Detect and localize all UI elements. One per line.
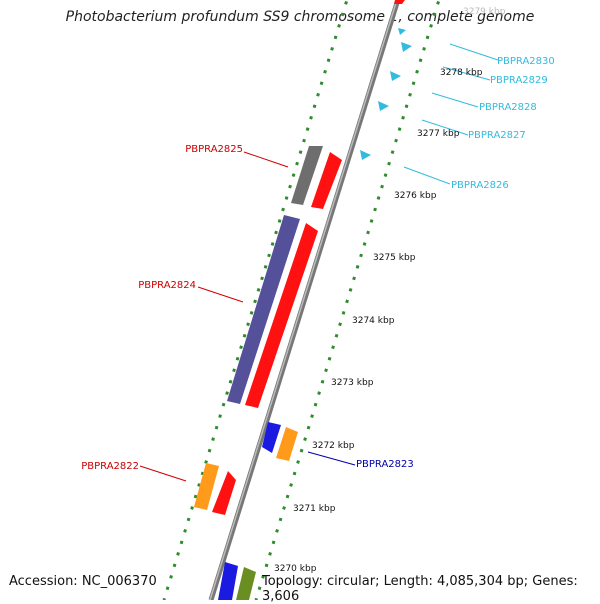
tick-label: 3278 kbp	[440, 68, 483, 78]
gene-label[interactable]: PBPRA2825	[185, 144, 243, 155]
cds-blue-bottom[interactable]	[218, 562, 238, 600]
gene-label[interactable]: PBPRA2823	[356, 459, 414, 470]
cyan-arrow-2828[interactable]	[378, 101, 389, 111]
cds-olive-bottom[interactable]	[236, 567, 256, 600]
cds-purple-2824[interactable]	[227, 215, 300, 404]
tick-label: 3277 kbp	[417, 129, 460, 139]
leader-lines	[139, 43, 499, 482]
gene-label[interactable]: PBPRA2827	[468, 130, 526, 141]
backbone	[208, 0, 401, 600]
cyan-arrow-2830[interactable]	[401, 42, 412, 52]
cyan-arrow-2826[interactable]	[360, 150, 371, 160]
tick-label: 3271 kbp	[293, 504, 336, 514]
tick-label: 3274 kbp	[352, 316, 395, 326]
gene-labels: PBPRA2825 PBPRA2824 PBPRA2822 PBPRA2823 …	[81, 56, 555, 472]
map-title: Photobacterium profundum SS9 chromosome …	[65, 9, 535, 25]
cds-blue-2823[interactable]	[262, 422, 281, 453]
gene-label[interactable]: PBPRA2828	[479, 102, 537, 113]
tick-label: 3276 kbp	[394, 191, 437, 201]
gene-label[interactable]: PBPRA2826	[451, 180, 509, 191]
cyan-arrow-small[interactable]	[398, 28, 406, 35]
gene-label[interactable]: PBPRA2830	[497, 56, 555, 67]
tick-labels: 3270 kbp 3271 kbp 3272 kbp 3273 kbp 3274…	[274, 7, 506, 574]
cyan-features	[360, 28, 412, 160]
cds-orange-2823[interactable]	[276, 427, 298, 461]
tick-label: 3270 kbp	[274, 564, 317, 574]
cds-features	[194, 0, 405, 600]
cds-gray[interactable]	[291, 146, 323, 205]
cds-red-2822[interactable]	[212, 471, 236, 515]
tick-label: 3272 kbp	[312, 441, 355, 451]
tick-label: 3275 kbp	[373, 253, 416, 263]
accession-text: Accession: NC_006370	[9, 574, 157, 589]
cds-orange-2822[interactable]	[194, 463, 219, 510]
cyan-arrow-2829[interactable]	[390, 71, 401, 81]
cds-red-2825[interactable]	[311, 152, 342, 209]
tick-label: 3279 kbp	[463, 7, 506, 17]
cds-red-top[interactable]	[394, 0, 405, 4]
tick-label: 3273 kbp	[331, 378, 374, 388]
gene-label[interactable]: PBPRA2822	[81, 461, 139, 472]
gene-label[interactable]: PBPRA2824	[138, 280, 196, 291]
backbone-highlight	[209, 0, 398, 600]
gene-label[interactable]: PBPRA2829	[490, 75, 548, 86]
cds-red-2824[interactable]	[245, 223, 318, 408]
